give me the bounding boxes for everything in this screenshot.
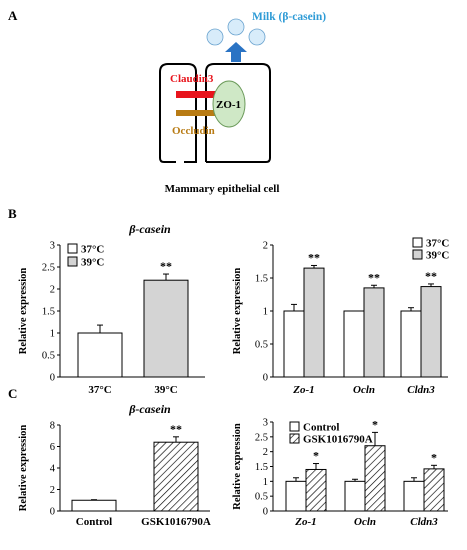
y-tick-label: 0: [50, 507, 55, 518]
chart-c2-tight-junction-gsk: 0 0.5 1 1.5 2 2.5 3 Relative expression * Zo-1 * Oc…: [232, 417, 448, 528]
significance-mark: *: [431, 450, 437, 464]
y-tick-label: 0: [50, 373, 55, 384]
category-label: Cldn3: [410, 516, 438, 528]
occludin-strand: [176, 110, 219, 116]
bar-b2-0-0: [283, 310, 305, 378]
claudin3-label: Claudin3: [170, 73, 214, 85]
y-tick-label: 8: [50, 421, 55, 432]
y-tick-label: 1.5: [255, 274, 268, 285]
y-tick-label: 1.5: [42, 307, 55, 318]
bar-b2-0-2: [400, 310, 422, 378]
milk-droplet: [227, 18, 245, 36]
category-label: Ocln: [353, 384, 375, 396]
chart-b1-beta-casein-temperature: 0 0.5 1 1.5 2 2.5 3 Relative expression β-casein…: [18, 222, 205, 396]
bar-b1-0-0: [77, 332, 123, 378]
y-tick-label: 2: [50, 485, 55, 496]
chart-title: β-casein: [128, 402, 171, 416]
y-tick-label: 2.5: [255, 432, 268, 443]
significance-mark: *: [372, 417, 378, 431]
category-label: Zo-1: [292, 384, 314, 396]
legend-swatch: [289, 421, 300, 432]
significance-mark: **: [368, 270, 380, 284]
bar-c2-0-1: [344, 480, 366, 512]
category-label: Zo-1: [294, 516, 316, 528]
legend-swatch: [412, 237, 423, 248]
bar-b2-0-1: [343, 310, 365, 378]
y-tick-label: 0.5: [255, 492, 268, 503]
chart-c1-beta-casein-gsk: 0 2 4 6 8 Relative expression β-casein Control *…: [18, 402, 211, 528]
legend-label: 39°C: [426, 250, 449, 262]
y-tick-label: 0: [263, 507, 268, 518]
y-tick-label: 2: [263, 241, 268, 252]
bar-c2-1-2: [423, 468, 445, 512]
cell-diagram: Milk (β-casein) Claudin3 ZO-1 Occludin M…: [159, 11, 326, 195]
category-label: Ocln: [354, 516, 376, 528]
y-tick-label: 0.5: [255, 340, 268, 351]
right-cell-outline: [205, 63, 271, 163]
left-cell-outline: [159, 63, 197, 163]
legend-swatch: [67, 243, 78, 254]
y-tick-label: 3: [50, 241, 55, 252]
bar-b2-1-1: [363, 287, 385, 378]
category-label: GSK1016790A: [141, 516, 211, 528]
legend-label: 39°C: [81, 257, 104, 269]
bar-b2-1-2: [420, 286, 442, 378]
category-label: Control: [76, 516, 112, 528]
significance-mark: *: [313, 449, 319, 463]
legend-label: 37°C: [426, 238, 449, 250]
y-tick-label: 0.5: [42, 351, 55, 362]
bar-c2-1-0: [305, 468, 327, 512]
legend-swatch: [67, 256, 78, 267]
milk-label: Milk (β-casein): [252, 11, 326, 23]
bar-c1-0-0: [71, 499, 117, 512]
y-tick-label: 1.5: [255, 462, 268, 473]
legend-swatch: [412, 249, 423, 260]
panel-label-a: A: [8, 8, 18, 23]
panel-label-c: C: [8, 386, 17, 401]
bar-b2-1-0: [303, 267, 325, 378]
legend-label: GSK1016790A: [303, 434, 373, 446]
cell-label: Mammary epithelial cell: [165, 183, 280, 195]
y-tick-label: 4: [50, 464, 56, 475]
bar-b1-1-1: [143, 279, 189, 378]
secretion-arrow-icon: [225, 42, 247, 62]
y-axis-label: Relative expression: [18, 425, 29, 512]
y-axis-label: Relative expression: [232, 268, 243, 355]
significance-mark: **: [425, 269, 437, 283]
y-tick-label: 2.5: [42, 263, 55, 274]
legend-label: Control: [303, 422, 339, 434]
y-tick-label: 2: [263, 447, 268, 458]
y-axis-label: Relative expression: [18, 268, 29, 355]
bar-c2-0-2: [403, 480, 425, 512]
y-axis-label: Relative expression: [232, 423, 243, 510]
legend-label: 37°C: [81, 244, 104, 256]
zo1-protein: [212, 80, 246, 128]
y-tick-label: 2: [50, 285, 55, 296]
legend-swatch: [289, 433, 300, 444]
category-label: Cldn3: [407, 384, 435, 396]
zo1-label: ZO-1: [216, 99, 241, 111]
milk-droplet: [248, 28, 266, 46]
y-tick-label: 1: [263, 307, 268, 318]
category-label: 39°C: [154, 384, 177, 396]
y-tick-label: 6: [50, 442, 55, 453]
panel-label-b: B: [8, 206, 17, 221]
bar-c2-0-0: [285, 480, 307, 512]
significance-mark: **: [170, 422, 182, 436]
occludin-label: Occludin: [172, 125, 215, 137]
y-tick-label: 0: [263, 373, 268, 384]
bar-c2-1-1: [364, 445, 386, 512]
claudin3-strand: [176, 91, 219, 98]
milk-droplet: [206, 28, 224, 46]
significance-mark: **: [160, 259, 172, 273]
category-label: 37°C: [88, 384, 111, 396]
bar-c1-1-1: [153, 441, 199, 512]
y-tick-label: 1: [50, 329, 55, 340]
chart-title: β-casein: [128, 222, 171, 236]
y-tick-label: 1: [263, 477, 268, 488]
y-tick-label: 3: [263, 418, 268, 429]
chart-b2-tight-junction-temperature: 0 0.5 1 1.5 2 Relative expression ** Zo-1 ** Ocln…: [232, 237, 449, 396]
significance-mark: **: [308, 250, 320, 264]
